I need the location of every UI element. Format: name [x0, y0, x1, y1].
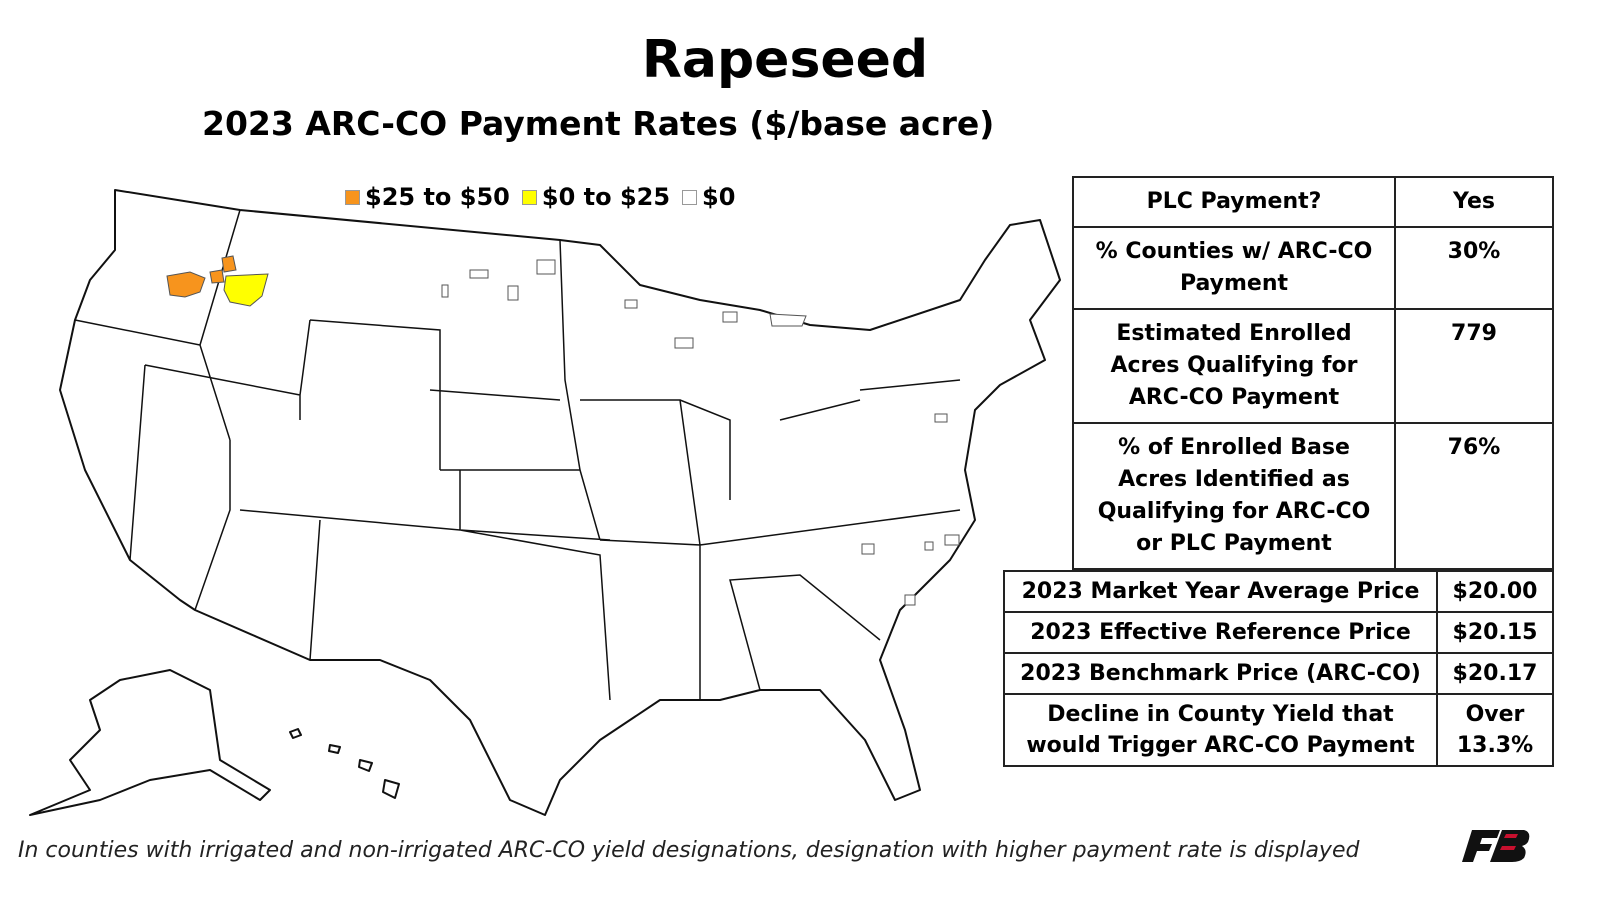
table-row: Decline in County Yield that would Trigg… — [1003, 693, 1554, 767]
table-cell: Over 13.3% — [1436, 693, 1554, 767]
county — [674, 337, 694, 349]
legend-item: $0 — [682, 183, 735, 211]
table-cell: 2023 Benchmark Price (ARC-CO) — [1003, 652, 1438, 695]
table-cell: % of Enrolled Base Acres Identified as Q… — [1072, 422, 1396, 570]
county — [904, 594, 916, 606]
table-cell: $20.15 — [1436, 611, 1554, 654]
table-row: % of Enrolled Base Acres Identified as Q… — [1072, 422, 1554, 570]
hawaii — [289, 728, 400, 799]
county — [624, 299, 638, 309]
legend-label: $0 to $25 — [541, 183, 671, 211]
legend-swatch — [345, 189, 360, 205]
county — [469, 269, 489, 279]
table-row: 2023 Effective Reference Price $20.15 — [1003, 611, 1554, 654]
county — [209, 269, 225, 284]
table-row: 2023 Market Year Average Price $20.00 — [1003, 570, 1554, 613]
table-cell: $20.17 — [1436, 652, 1554, 695]
county — [944, 534, 960, 546]
table-cell: Yes — [1394, 176, 1554, 228]
county — [441, 284, 449, 298]
table-cell: 779 — [1394, 308, 1554, 424]
legend-item: $0 to $25 — [521, 183, 671, 211]
county — [924, 541, 934, 551]
county — [221, 255, 237, 273]
counties — [166, 255, 960, 606]
table-cell: 30% — [1394, 226, 1554, 310]
logo — [1462, 830, 1530, 862]
table-row: PLC Payment? Yes — [1072, 176, 1554, 228]
county — [166, 271, 206, 298]
table-cell: Decline in County Yield that would Trigg… — [1003, 693, 1438, 767]
table-cell: $20.00 — [1436, 570, 1554, 613]
table-cell: % Counties w/ ARC-CO Payment — [1072, 226, 1396, 310]
table-row: Estimated Enrolled Acres Qualifying for … — [1072, 308, 1554, 424]
legend: $25 to $50 $0 to $25 $0 — [345, 183, 735, 211]
county — [536, 259, 556, 275]
table-cell: 2023 Market Year Average Price — [1003, 570, 1438, 613]
table-cell: Estimated Enrolled Acres Qualifying for … — [1072, 308, 1396, 424]
alaska — [29, 669, 271, 816]
legend-label: $25 to $50 — [365, 183, 510, 211]
us-map — [29, 189, 1061, 816]
table-row: 2023 Benchmark Price (ARC-CO) $20.17 — [1003, 652, 1554, 695]
footnote: In counties with irrigated and non-irrig… — [18, 838, 1360, 863]
summary-table: PLC Payment? Yes% Counties w/ ARC-CO Paym… — [1072, 176, 1554, 570]
legend-swatch — [682, 189, 698, 205]
table-cell: PLC Payment? — [1072, 176, 1396, 228]
price-table: 2023 Market Year Average Price $20.00 2023… — [1003, 570, 1554, 767]
county — [223, 273, 269, 307]
county — [722, 311, 738, 323]
table-row: % Counties w/ ARC-CO Payment 30% — [1072, 226, 1554, 310]
county — [769, 313, 807, 327]
table-cell: 2023 Effective Reference Price — [1003, 611, 1438, 654]
county — [507, 285, 519, 301]
legend-swatch — [521, 189, 537, 205]
subtitle: 2023 ARC-CO Payment Rates ($/base acre) — [202, 104, 995, 143]
title: Rapeseed — [641, 30, 929, 90]
legend-label: $0 — [702, 183, 736, 211]
county — [934, 413, 948, 423]
table-cell: 76% — [1394, 422, 1554, 570]
legend-item: $25 to $50 — [345, 183, 510, 211]
county — [861, 543, 875, 555]
